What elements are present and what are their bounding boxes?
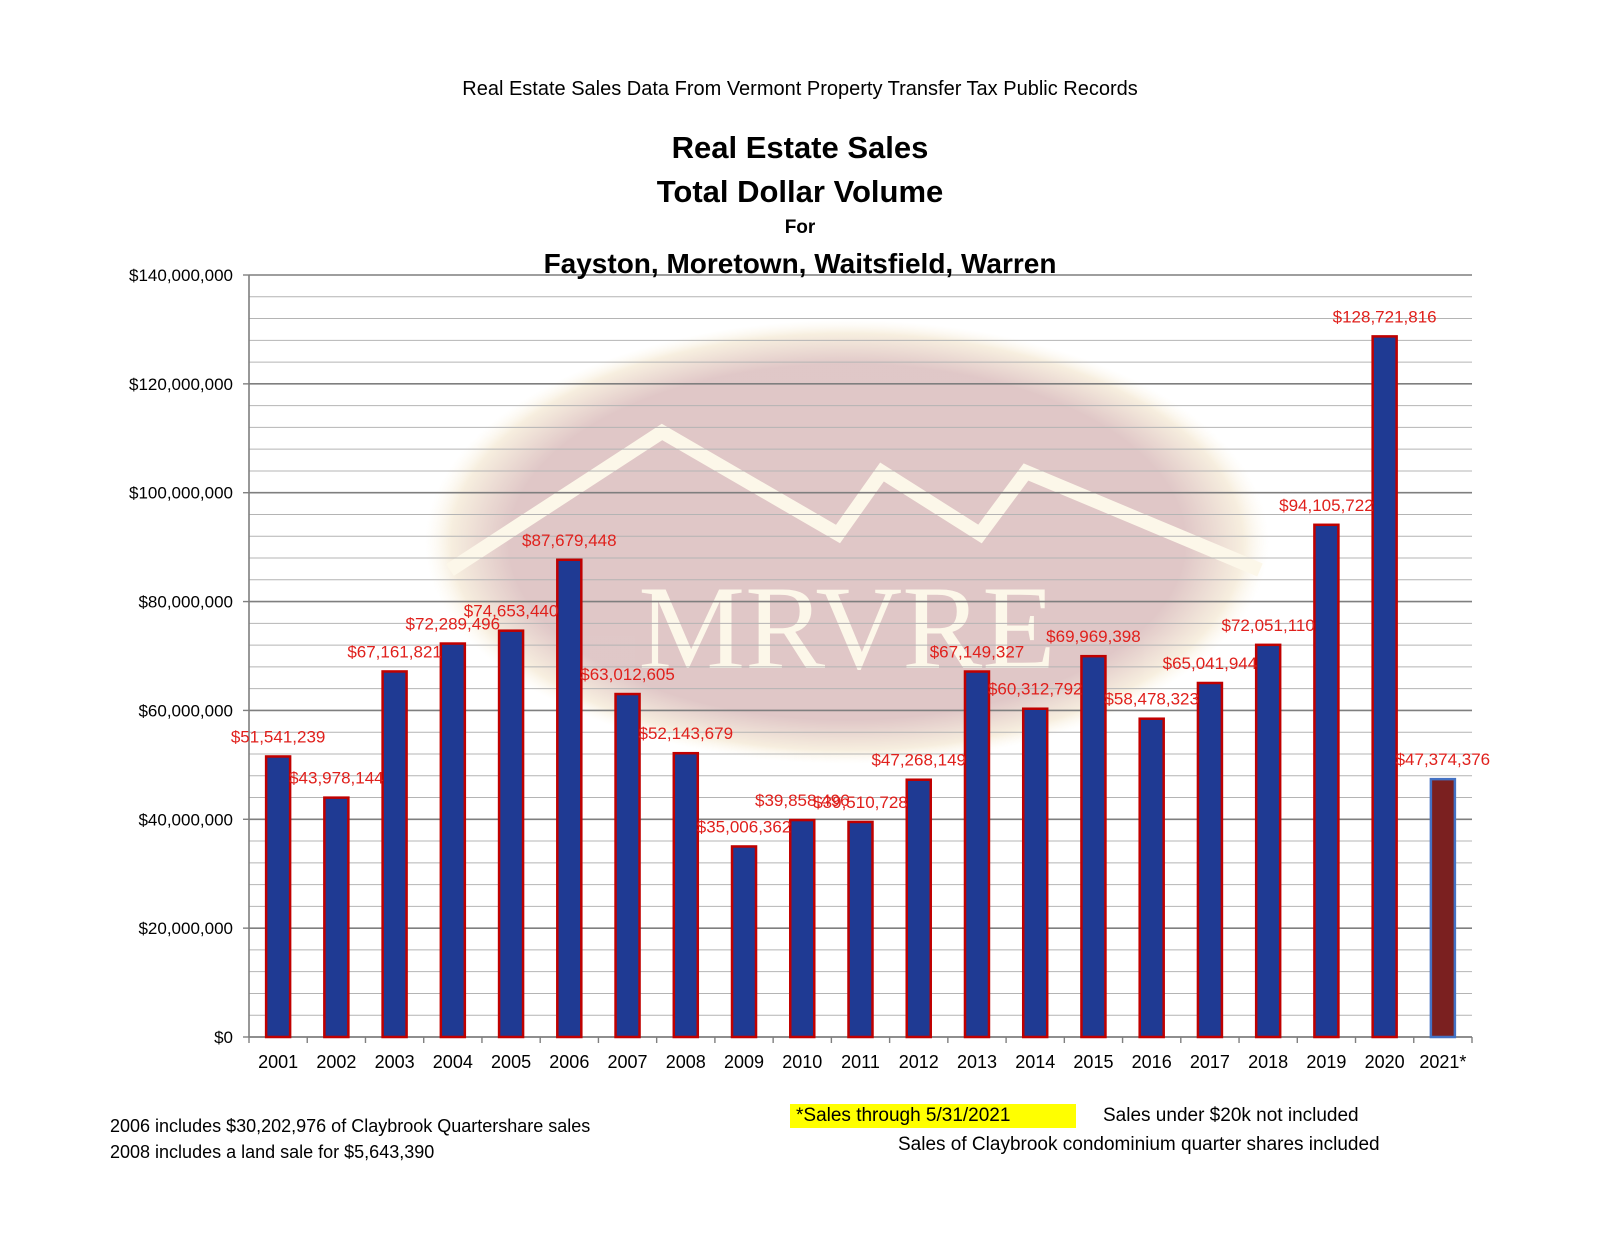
data-label: $43,978,144: [289, 769, 384, 788]
data-label: $67,161,821: [347, 642, 442, 661]
x-tick-label: 2001: [258, 1052, 298, 1072]
x-tick-label: 2019: [1306, 1052, 1346, 1072]
data-label: $72,289,496: [406, 615, 501, 634]
footnote-sales-through: *Sales through 5/31/2021: [790, 1104, 1077, 1128]
x-tick-label: 2021*: [1419, 1052, 1466, 1072]
chart-title-line3: For: [784, 217, 816, 238]
footnote-under-20k: Sales under $20k not included: [1103, 1105, 1359, 1126]
y-tick-label: $80,000,000: [138, 593, 233, 612]
x-tick-label: 2003: [375, 1052, 415, 1072]
bar-2013: [963, 670, 991, 1039]
data-label: $58,478,323: [1104, 690, 1199, 709]
bar-2005: [497, 629, 525, 1039]
bar-2002: [323, 796, 350, 1039]
x-tick-label: 2020: [1365, 1052, 1405, 1072]
x-tick-label: 2008: [666, 1052, 706, 1072]
x-tick-label: 2017: [1190, 1052, 1230, 1072]
bar-2016: [1138, 717, 1165, 1039]
x-tick-label: 2015: [1073, 1052, 1113, 1072]
bar-2018: [1254, 643, 1282, 1039]
bar-2021: [1429, 777, 1457, 1039]
bar-2019: [1313, 523, 1340, 1039]
data-label: $47,268,149: [871, 751, 966, 770]
data-label: $39,510,728: [813, 793, 908, 812]
watermark-logo: MRVRE: [425, 320, 1269, 764]
bar-2014: [1021, 707, 1049, 1039]
watermark-text: MRVRE: [638, 561, 1055, 694]
data-label: $65,041,944: [1163, 654, 1258, 673]
footnote-quarter-shares: Sales of Claybrook condominium quarter s…: [898, 1134, 1380, 1155]
data-label: $67,149,327: [930, 643, 1025, 662]
footnote-claybrook: 2006 includes $30,202,976 of Claybrook Q…: [110, 1116, 591, 1136]
bar-2011: [847, 820, 874, 1039]
data-label: $87,679,448: [522, 531, 617, 550]
bar-2017: [1196, 681, 1224, 1039]
data-label: $128,721,816: [1333, 307, 1437, 326]
x-tick-label: 2002: [316, 1052, 356, 1072]
chart-title-line2: Total Dollar Volume: [656, 174, 944, 209]
bar-2001: [264, 755, 292, 1039]
x-tick-label: 2014: [1015, 1052, 1055, 1072]
chart-title-line4: Fayston, Moretown, Waitsfield, Warren: [543, 248, 1057, 279]
y-tick-label: $100,000,000: [129, 484, 233, 503]
bar-2015: [1080, 654, 1107, 1039]
data-label: $51,541,239: [231, 727, 326, 746]
bar-2009: [730, 845, 758, 1039]
data-label: $74,653,440: [464, 602, 559, 621]
x-tick-label: 2009: [724, 1052, 764, 1072]
data-label: $72,051,110: [1222, 616, 1315, 635]
data-label: $35,006,362: [697, 817, 792, 836]
data-labels: $51,541,239 $43,978,144 $67,161,821 $72,289…: [231, 307, 1490, 836]
x-tick-label: 2012: [899, 1052, 939, 1072]
y-tick-label: $120,000,000: [129, 375, 233, 394]
chart-supertitle: Real Estate Sales Data From Vermont Prop…: [462, 78, 1138, 100]
x-tick-label: 2007: [608, 1052, 648, 1072]
data-label: $63,012,605: [580, 665, 675, 684]
y-tick-label: $140,000,000: [129, 266, 233, 285]
x-tick-label: 2004: [433, 1052, 473, 1072]
x-tick-label: 2011: [841, 1052, 880, 1072]
tick-labels: $0 $20,000,000 $40,000,000 $60,000,000 $80,0…: [129, 266, 1466, 1072]
data-label: $52,143,679: [639, 724, 734, 743]
bar-2006: [556, 558, 583, 1039]
chart-title-line1: Real Estate Sales: [671, 130, 929, 165]
data-label: $39,858,496: [755, 791, 850, 810]
bar-2010: [789, 818, 816, 1039]
bar-2007: [614, 692, 641, 1039]
bar-2020: [1371, 335, 1398, 1039]
x-tick-label: 2016: [1132, 1052, 1172, 1072]
y-tick-label: $40,000,000: [138, 810, 233, 829]
bar-2003: [381, 670, 408, 1039]
data-label: $69,969,398: [1046, 627, 1141, 646]
x-tick-label: 2005: [491, 1052, 531, 1072]
data-label: $47,374,376: [1396, 750, 1491, 769]
bar-2004: [439, 642, 467, 1039]
x-tick-label: 2018: [1248, 1052, 1288, 1072]
x-tick-label: 2010: [782, 1052, 822, 1072]
y-tick-label: $20,000,000: [138, 919, 233, 938]
bar-2008: [672, 751, 700, 1039]
data-label: $60,312,792: [988, 680, 1083, 699]
y-tick-label: $60,000,000: [138, 701, 233, 720]
bars: [264, 335, 1457, 1039]
bar-2012: [905, 778, 932, 1039]
data-label: $94,105,722: [1279, 496, 1374, 515]
x-tick-label: 2006: [549, 1052, 589, 1072]
y-tick-label: $0: [214, 1028, 233, 1047]
footnote-land-sale: 2008 includes a land sale for $5,643,390: [110, 1142, 435, 1162]
x-tick-label: 2013: [957, 1052, 997, 1072]
